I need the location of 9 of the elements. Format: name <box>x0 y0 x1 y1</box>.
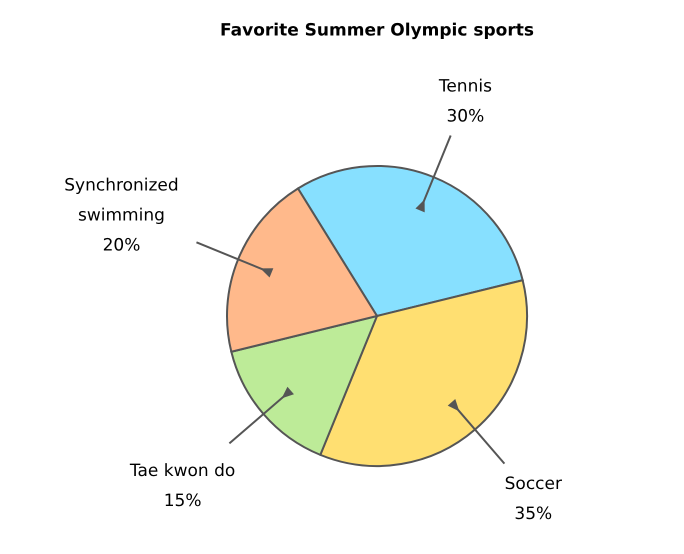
data-label: 30% <box>446 106 484 126</box>
data-label: 35% <box>514 504 552 524</box>
slice-label: Soccer <box>504 474 562 494</box>
slice-label: Tennis <box>438 76 492 96</box>
chart-title: Favorite Summer Olympic sports <box>220 20 534 40</box>
data-label: 15% <box>164 490 202 511</box>
slice-label: Synchronized swimming <box>64 176 179 226</box>
data-label: 20% <box>102 236 140 256</box>
slice-label: Tae kwon do <box>128 460 236 481</box>
